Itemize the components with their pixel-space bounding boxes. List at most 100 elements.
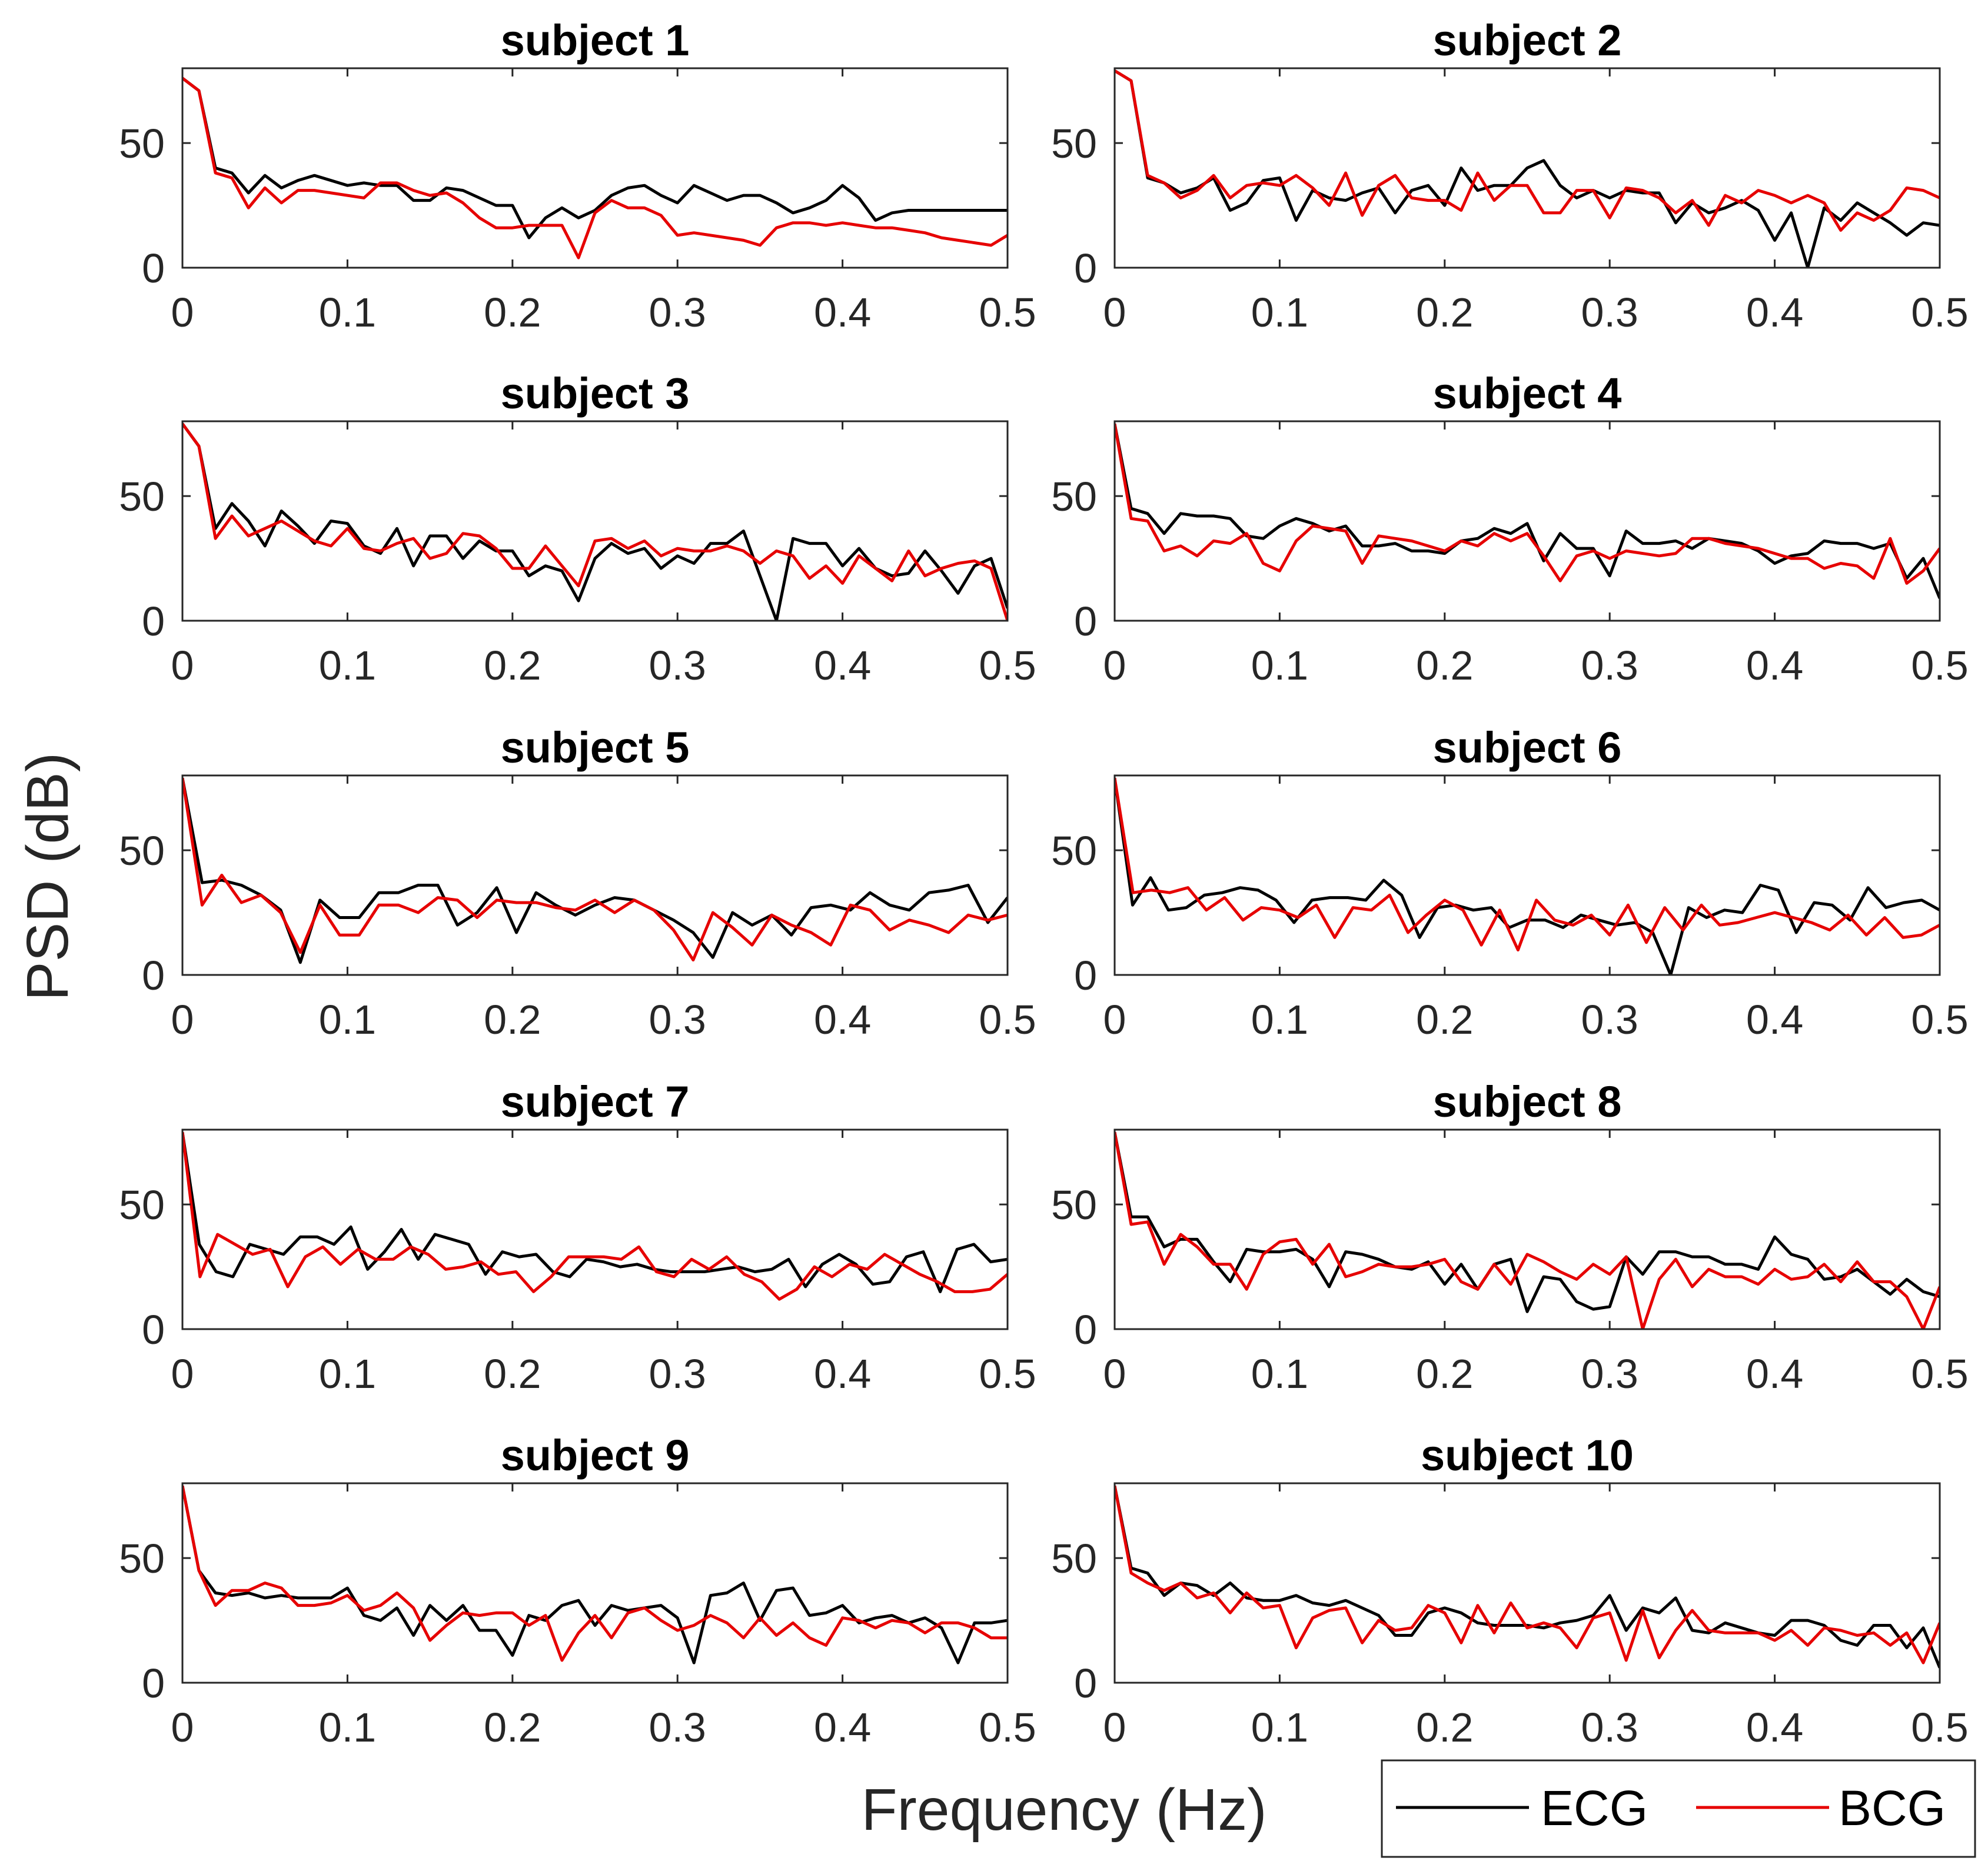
y-tick-label: 0 — [142, 598, 165, 644]
y-tick-label: 0 — [142, 1660, 165, 1706]
x-tick-label: 0.2 — [1416, 1351, 1473, 1397]
subplot-title: subject 6 — [1433, 723, 1622, 772]
x-tick-label: 0.4 — [814, 997, 871, 1043]
subplot-title: subject 10 — [1421, 1431, 1634, 1480]
series-line-ecg — [182, 76, 1008, 239]
subplot: subject 3 0 0.1 0.2 0.3 0.4 0.5 0 50 — [119, 369, 1036, 688]
legend-bcg-label: BCG — [1839, 1780, 1946, 1836]
x-tick-label: 0.2 — [1416, 642, 1473, 688]
series-line-bcg — [182, 1131, 1008, 1301]
subplot-title: subject 7 — [501, 1077, 690, 1126]
subplot-title: subject 9 — [501, 1431, 690, 1480]
subplot: subject 2 0 0.1 0.2 0.3 0.4 0.5 0 50 — [1051, 16, 1969, 335]
series-line-bcg — [182, 777, 1008, 962]
subplot: subject 6 0 0.1 0.2 0.3 0.4 0.5 0 50 — [1051, 723, 1969, 1043]
subplot-title: subject 3 — [501, 369, 690, 418]
y-tick-label: 0 — [1074, 1660, 1097, 1706]
series-line-bcg — [182, 1485, 1008, 1662]
x-tick-label: 0.3 — [1581, 289, 1638, 335]
legend: ECG BCG — [1381, 1759, 1976, 1858]
y-tick-label: 50 — [1051, 474, 1097, 520]
axes-box — [181, 67, 1009, 269]
y-tick-label: 50 — [1051, 1182, 1097, 1228]
x-tick-label: 0.2 — [484, 1704, 541, 1750]
x-tick-label: 0 — [171, 1704, 194, 1750]
x-tick-label: 0.3 — [649, 289, 706, 335]
x-tick-label: 0.5 — [1911, 1704, 1968, 1750]
x-tick-label: 0.2 — [484, 997, 541, 1043]
y-tick-label: 0 — [142, 1307, 165, 1353]
y-tick-label: 50 — [1051, 828, 1097, 874]
series-line-bcg — [1115, 423, 1940, 585]
axes-box — [1113, 1128, 1941, 1330]
y-tick-label: 50 — [119, 121, 165, 167]
x-tick-label: 0.5 — [1911, 997, 1968, 1043]
y-tick-label: 50 — [119, 474, 165, 520]
x-tick-label: 0.4 — [1746, 289, 1803, 335]
y-tick-label: 50 — [119, 1536, 165, 1582]
x-tick-label: 0.3 — [649, 1704, 706, 1750]
x-tick-label: 0.1 — [1251, 1351, 1308, 1397]
series-line-ecg — [1115, 1131, 1940, 1313]
x-tick-label: 0.4 — [1746, 1704, 1803, 1750]
x-tick-label: 0.3 — [649, 997, 706, 1043]
x-tick-label: 0 — [1103, 642, 1126, 688]
x-tick-label: 0.2 — [1416, 997, 1473, 1043]
x-tick-label: 0 — [1103, 289, 1126, 335]
series-line-ecg — [182, 422, 1008, 621]
x-tick-label: 0.3 — [1581, 1351, 1638, 1397]
series-line-ecg — [182, 777, 1008, 964]
x-tick-label: 0.1 — [319, 642, 376, 688]
y-tick-label: 50 — [1051, 121, 1097, 167]
x-tick-label: 0.4 — [814, 1351, 871, 1397]
x-tick-label: 0 — [1103, 1704, 1126, 1750]
x-tick-label: 0.2 — [484, 1351, 541, 1397]
x-tick-label: 0.1 — [319, 289, 376, 335]
subplot-title: subject 2 — [1433, 16, 1622, 65]
subplot: subject 7 0 0.1 0.2 0.3 0.4 0.5 0 50 — [119, 1077, 1036, 1397]
subplot: subject 10 0 0.1 0.2 0.3 0.4 0.5 0 50 — [1051, 1431, 1969, 1750]
y-tick-label: 0 — [1074, 953, 1097, 998]
y-tick-label: 0 — [142, 245, 165, 291]
axes-box — [1113, 1482, 1941, 1684]
x-axis-label: Frequency (Hz) — [861, 1777, 1266, 1843]
x-tick-label: 0 — [171, 1351, 194, 1397]
x-tick-label: 0.5 — [1911, 642, 1968, 688]
subplot-title: subject 8 — [1433, 1077, 1622, 1126]
x-tick-label: 0.1 — [1251, 289, 1308, 335]
x-tick-label: 0.4 — [814, 289, 871, 335]
x-tick-label: 0.1 — [1251, 642, 1308, 688]
series-line-ecg — [182, 1485, 1008, 1664]
series-line-bcg — [1115, 69, 1940, 232]
x-tick-label: 0.1 — [1251, 1704, 1308, 1750]
series-line-ecg — [1115, 423, 1940, 599]
axes-box — [181, 1482, 1009, 1684]
x-tick-label: 0.5 — [1911, 289, 1968, 335]
x-tick-label: 0.2 — [484, 289, 541, 335]
series-line-bcg — [1115, 1485, 1940, 1664]
series-line-bcg — [182, 76, 1008, 259]
x-tick-label: 0.1 — [319, 1351, 376, 1397]
legend-ecg-label: ECG — [1541, 1780, 1648, 1836]
subplot-title: subject 5 — [501, 723, 690, 772]
subplot: subject 5 0 0.1 0.2 0.3 0.4 0.5 0 50 — [119, 723, 1036, 1043]
series-line-ecg — [1115, 777, 1940, 975]
y-tick-label: 50 — [1051, 1536, 1097, 1582]
subplot: subject 1 0 0.1 0.2 0.3 0.4 0.5 0 50 — [119, 16, 1036, 335]
x-tick-label: 0.5 — [979, 642, 1036, 688]
x-tick-label: 0.4 — [814, 642, 871, 688]
x-tick-label: 0.4 — [1746, 997, 1803, 1043]
y-tick-label: 0 — [142, 953, 165, 998]
y-tick-label: 0 — [1074, 1307, 1097, 1353]
axes-box — [181, 1128, 1009, 1330]
y-tick-label: 50 — [119, 1182, 165, 1228]
x-tick-label: 0.2 — [484, 642, 541, 688]
subplot-title: subject 1 — [501, 16, 690, 65]
y-tick-label: 0 — [1074, 598, 1097, 644]
axes-box — [181, 774, 1009, 976]
x-tick-label: 0 — [171, 642, 194, 688]
x-tick-label: 0.3 — [1581, 1704, 1638, 1750]
series-line-bcg — [182, 422, 1008, 621]
